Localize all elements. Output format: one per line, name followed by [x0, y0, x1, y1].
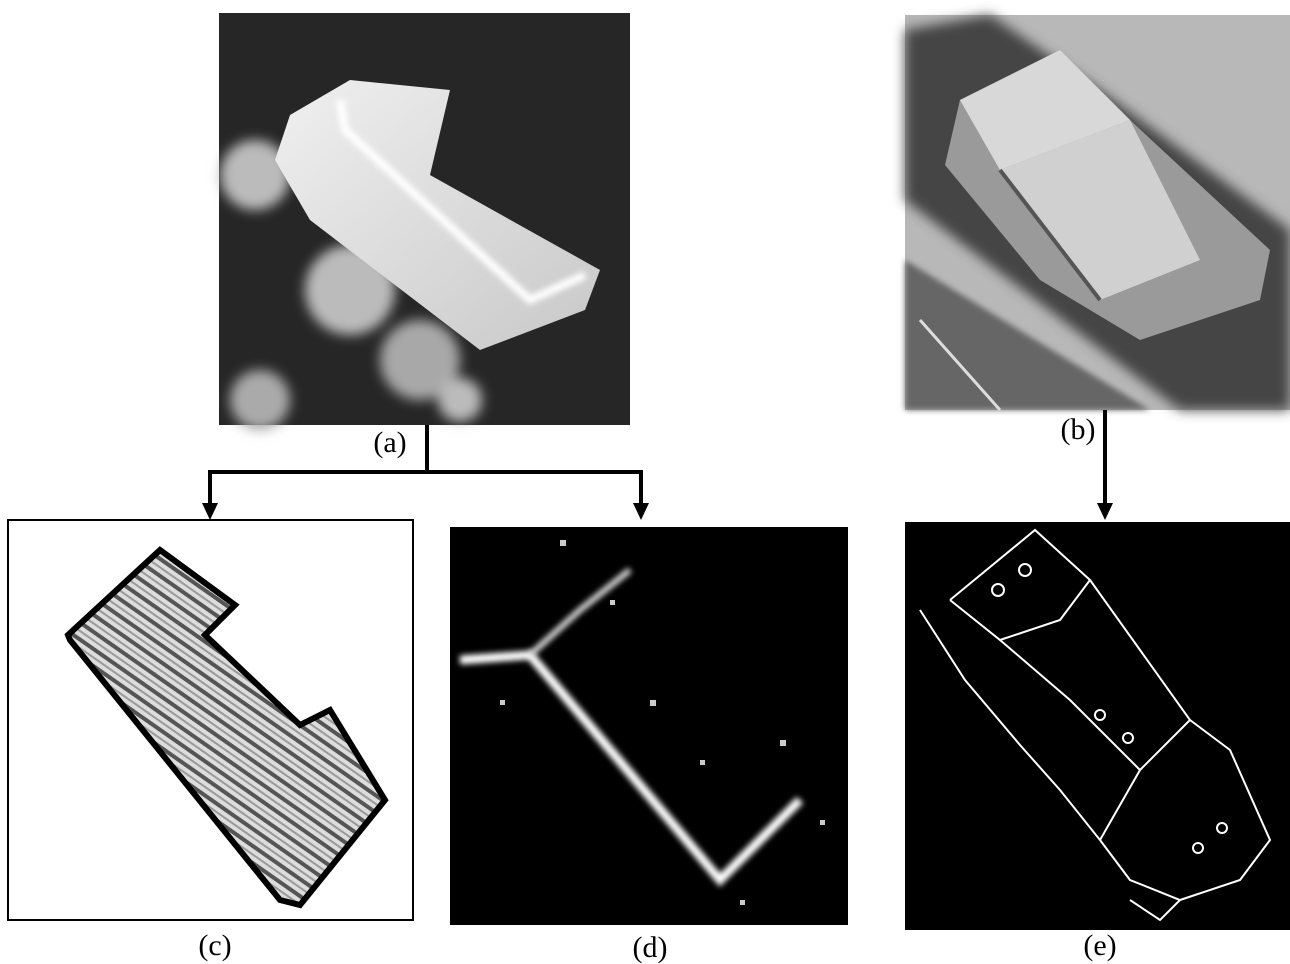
panel-d: [450, 527, 848, 925]
panel-c: [8, 520, 413, 920]
panel-b: [905, 15, 1290, 410]
label: (c): [198, 929, 231, 962]
arrows: [202, 410, 1113, 520]
label: (a): [373, 426, 406, 459]
panel-a: [219, 13, 630, 430]
figure: (a) (b) (c) (d): [0, 0, 1290, 964]
label: (e): [1083, 929, 1116, 962]
label: (d): [633, 931, 668, 964]
label: (b): [1061, 413, 1096, 446]
panel-e: [905, 522, 1290, 930]
